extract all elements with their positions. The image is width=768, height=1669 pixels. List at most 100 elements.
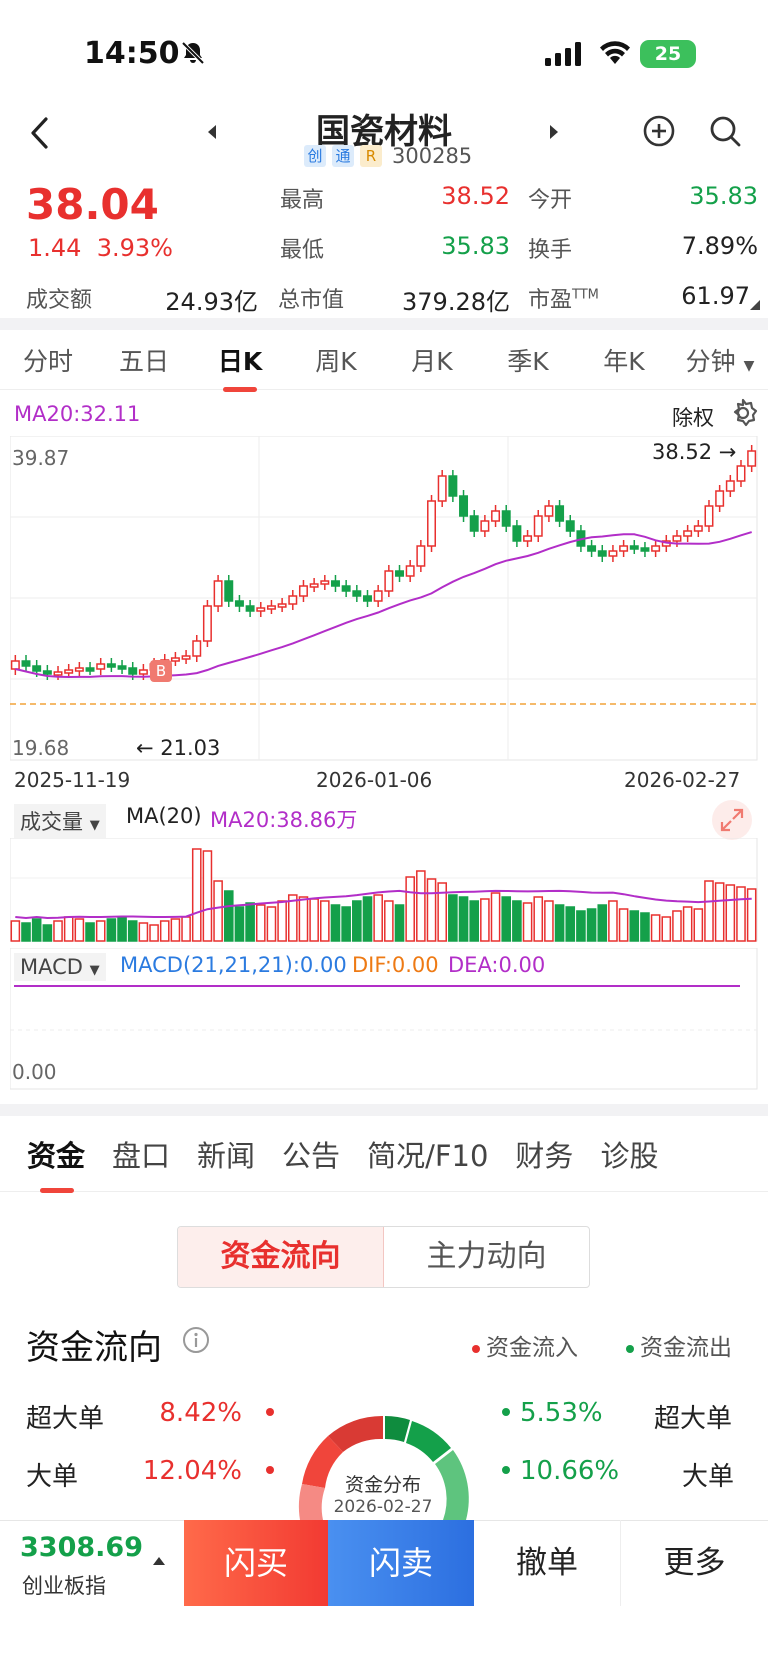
volume-ma-label: MA(20): [126, 804, 202, 828]
volume-bar: [31, 918, 42, 942]
volume-bar: [629, 910, 640, 942]
donut-slice: [328, 1415, 383, 1452]
volume-bar: [362, 896, 373, 942]
flow-segment: 资金流向 主力动向: [177, 1226, 590, 1288]
battery-icon: 25: [640, 40, 696, 68]
tab-niank[interactable]: 年K: [603, 346, 645, 376]
macd-indicator-select[interactable]: MACD ▼: [14, 953, 106, 981]
candle: [106, 663, 116, 668]
tab-rik[interactable]: 日K: [192, 342, 288, 392]
low-label: 最低: [280, 238, 325, 263]
current-price: 38.04: [26, 180, 159, 229]
tab-caiwu[interactable]: 财务: [515, 1138, 574, 1173]
volume-bar: [448, 894, 458, 942]
tab-fenzhong[interactable]: 分钟 ▼: [672, 342, 768, 378]
volume-indicator-select[interactable]: 成交量 ▼: [14, 804, 106, 838]
candle: [21, 660, 31, 667]
chart-tabs: 分时 五日 日K 周K 月K 季K 年K 分钟 ▼: [0, 330, 768, 392]
candle: [683, 530, 693, 537]
tab-fenshi[interactable]: 分时: [22, 346, 73, 376]
tab-zhengu[interactable]: 诊股: [600, 1138, 659, 1173]
tab-wuri[interactable]: 五日: [118, 346, 169, 376]
flow-donut-chart: [298, 1415, 469, 1520]
flow-row-label-out: 超大单: [654, 1404, 733, 1434]
ma20-label: MA20:32.11: [14, 402, 141, 426]
tab-jik[interactable]: 季K: [507, 346, 549, 376]
candle: [672, 535, 682, 542]
volume-bar: [223, 890, 234, 942]
tab-jiankuang[interactable]: 简况/F10: [367, 1138, 489, 1173]
pe-label-text: 市盈: [528, 288, 573, 313]
expand-corner-icon[interactable]: [750, 300, 760, 310]
low-marker: ← 21.03: [136, 736, 221, 760]
volume-bar: [725, 884, 736, 942]
volume-bar: [63, 916, 74, 942]
info-tabs: 资金 盘口 新闻 公告 简况/F10 财务 诊股: [0, 1116, 768, 1193]
tab-gonggao[interactable]: 公告: [282, 1138, 341, 1173]
candle: [544, 505, 554, 517]
volume-bar: [746, 888, 757, 942]
search-icon[interactable]: [708, 114, 742, 148]
volume-bar: [437, 882, 447, 942]
caret-up-icon[interactable]: [152, 1556, 166, 1566]
candle: [32, 665, 42, 672]
index-value[interactable]: 3308.69: [20, 1532, 143, 1563]
stock-subtitle: 创 通 R 300285: [304, 144, 472, 168]
candle: [651, 545, 661, 552]
tab-zijin[interactable]: 资金: [0, 1133, 85, 1193]
next-stock-icon[interactable]: [548, 124, 560, 140]
gear-icon[interactable]: [728, 398, 758, 428]
add-watchlist-icon[interactable]: [642, 114, 676, 148]
tab-yuek[interactable]: 月K: [411, 346, 453, 376]
volume-bar: [650, 914, 661, 942]
candle: [427, 500, 437, 547]
wifi-icon: [600, 41, 630, 64]
flow-dot: [266, 1466, 274, 1474]
high-label: 最高: [280, 188, 325, 213]
donut-slice: [435, 1450, 469, 1520]
back-icon[interactable]: [28, 116, 52, 150]
segment-zhuli-dongxiang[interactable]: 主力动向: [426, 1239, 547, 1274]
candle: [587, 545, 597, 552]
legend-out-text: 资金流出: [640, 1335, 732, 1361]
tab-zhouk[interactable]: 周K: [315, 346, 357, 376]
adjust-button[interactable]: 除权: [672, 406, 714, 430]
price-min-label: 19.68: [12, 736, 70, 760]
info-icon[interactable]: [182, 1326, 210, 1354]
date-mid: 2026-01-06: [316, 768, 433, 792]
flash-buy-button[interactable]: 闪买: [184, 1520, 328, 1606]
amount-value: 24.93亿: [165, 288, 258, 316]
volume-ma-value: MA20:38.86万: [210, 808, 358, 832]
volume-bar: [693, 908, 704, 942]
tag-tong: 通: [332, 145, 354, 167]
volume-bar: [277, 900, 287, 942]
candle: [128, 667, 138, 675]
candle: [192, 640, 202, 657]
prev-stock-icon[interactable]: [206, 124, 218, 140]
tab-xinwen[interactable]: 新闻: [197, 1138, 256, 1173]
macd-main-value: MACD(21,21,21):0.00: [120, 953, 347, 977]
flow-row-in: 8.42%: [159, 1398, 242, 1428]
candle: [640, 547, 650, 552]
date-start: 2025-11-19: [14, 768, 131, 792]
candle: [266, 605, 276, 610]
donut-slice: [385, 1416, 410, 1442]
pe-value: 61.97: [681, 282, 750, 310]
volume-bar: [255, 904, 266, 942]
tab-pankou[interactable]: 盘口: [112, 1138, 171, 1173]
expand-button[interactable]: [712, 800, 752, 840]
volume-bar: [586, 908, 597, 942]
volume-bar: [74, 918, 85, 942]
pe-label: 市盈TTM: [528, 282, 599, 314]
flash-sell-button[interactable]: 闪卖: [328, 1520, 474, 1606]
cancel-order-button[interactable]: 撤单: [474, 1520, 621, 1606]
index-name[interactable]: 创业板指: [22, 1574, 106, 1598]
segment-zijin-liuxiang[interactable]: 资金流向: [178, 1227, 384, 1287]
volume-bar: [394, 904, 405, 942]
candle: [480, 520, 490, 532]
more-button[interactable]: 更多: [663, 1545, 726, 1581]
kline-chart[interactable]: [10, 436, 758, 761]
buy-marker[interactable]: B: [150, 660, 172, 682]
volume-bar: [234, 906, 245, 942]
volume-bar: [352, 900, 362, 942]
